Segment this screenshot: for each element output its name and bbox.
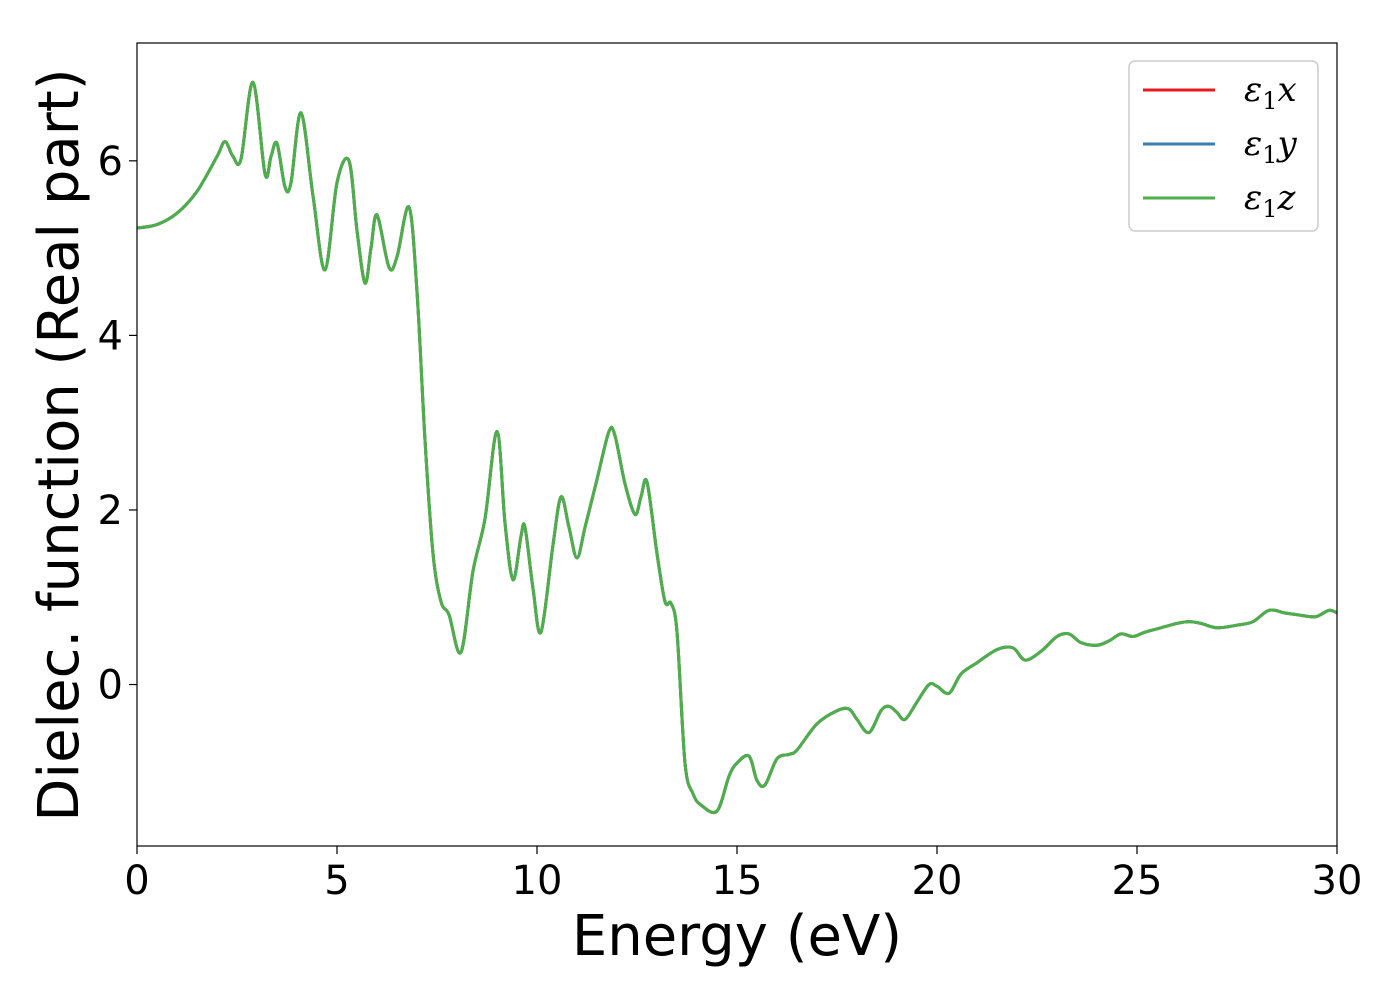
y-axis-label: Dielec. function (Real part)	[27, 68, 92, 821]
x-axis-label: Energy (eV)	[572, 904, 902, 969]
y-tick-label: 6	[98, 139, 123, 185]
series-line-z	[137, 80, 1337, 815]
x-tick-label: 10	[512, 858, 563, 904]
legend-entry-z: ε1z	[1244, 178, 1297, 223]
legend-entry-x: ε1x	[1244, 70, 1297, 115]
y-tick-label: 4	[98, 313, 123, 359]
x-tick-label: 30	[1312, 858, 1363, 904]
y-tick-label: 2	[98, 488, 123, 534]
legend-box	[1128, 60, 1319, 232]
legend: ε1x ε1y ε1z	[1128, 60, 1319, 232]
x-tick-label: 5	[324, 858, 349, 904]
legend-entry-y: ε1y	[1244, 124, 1298, 169]
x-tick-label: 25	[1112, 858, 1163, 904]
x-tick-label: 15	[712, 858, 763, 904]
x-tick-label: 20	[912, 858, 963, 904]
x-tick-label: 0	[124, 858, 149, 904]
y-tick-label: 0	[98, 663, 123, 709]
